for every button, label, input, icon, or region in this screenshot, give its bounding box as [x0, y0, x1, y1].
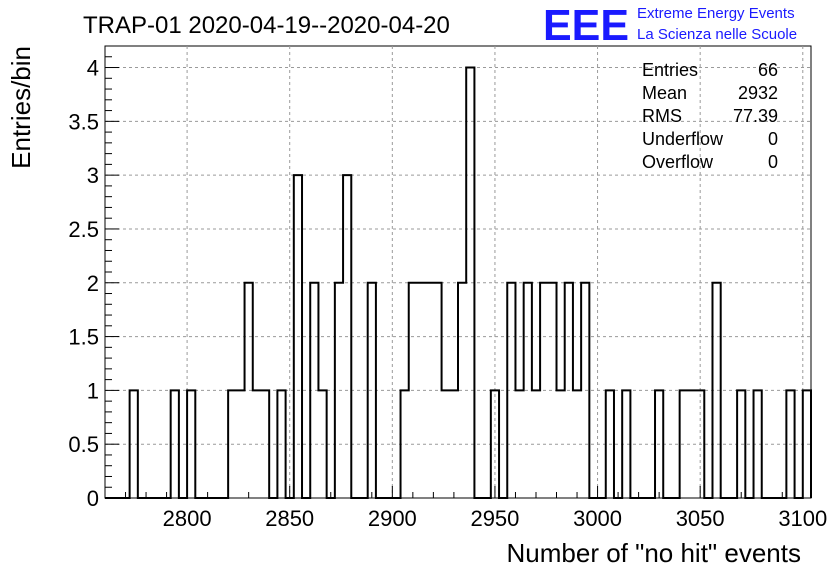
eee-logo: EEE Extreme Energy Events La Scienza nel… — [543, 1, 797, 50]
stats-underflow-value: 0 — [768, 129, 778, 149]
x-tick-label: 2900 — [368, 506, 417, 531]
stats-entries-value: 66 — [758, 60, 778, 80]
y-tick-label: 4 — [87, 56, 99, 81]
eee-logo-line2: La Scienza nelle Scuole — [637, 26, 797, 43]
x-axis-label: Number of "no hit" events — [507, 538, 802, 568]
eee-logo-line1: Extreme Energy Events — [637, 5, 795, 22]
x-tick-label: 3100 — [778, 506, 827, 531]
stats-underflow-label: Underflow — [642, 129, 724, 149]
stats-mean-label: Mean — [642, 83, 687, 103]
stats-rms-label: RMS — [642, 106, 682, 126]
chart-title: TRAP-01 2020-04-19--2020-04-20 — [83, 12, 450, 39]
histogram-outline — [105, 66, 812, 499]
stats-box: Entries 66 Mean 2932 RMS 77.39 Underflow… — [642, 60, 778, 172]
stats-entries-label: Entries — [642, 60, 698, 80]
y-tick-label: 2 — [87, 271, 99, 296]
y-tick-label: 1.5 — [68, 325, 99, 350]
x-tick-label: 2850 — [265, 506, 314, 531]
stats-overflow-value: 0 — [768, 152, 778, 172]
y-tick-label: 1 — [87, 378, 99, 403]
y-tick-label: 0 — [87, 486, 99, 511]
x-tick-label: 2950 — [470, 506, 519, 531]
y-tick-label: 3.5 — [68, 109, 99, 134]
eee-logo-letters: EEE — [543, 1, 629, 50]
x-tick-label: 2800 — [163, 506, 212, 531]
y-tick-label: 2.5 — [68, 217, 99, 242]
y-axis-label: Entries/bin — [6, 46, 36, 169]
x-tick-label: 3050 — [676, 506, 725, 531]
x-tick-label: 3000 — [573, 506, 622, 531]
stats-mean-value: 2932 — [738, 83, 778, 103]
stats-rms-value: 77.39 — [733, 106, 778, 126]
axes: 2800 2850 2900 2950 3000 3050 3100 0 0.5 1 1.5 2 2.5… — [68, 45, 827, 531]
y-tick-label: 3 — [87, 163, 99, 188]
stats-overflow-label: Overflow — [642, 152, 714, 172]
y-tick-label: 0.5 — [68, 432, 99, 457]
